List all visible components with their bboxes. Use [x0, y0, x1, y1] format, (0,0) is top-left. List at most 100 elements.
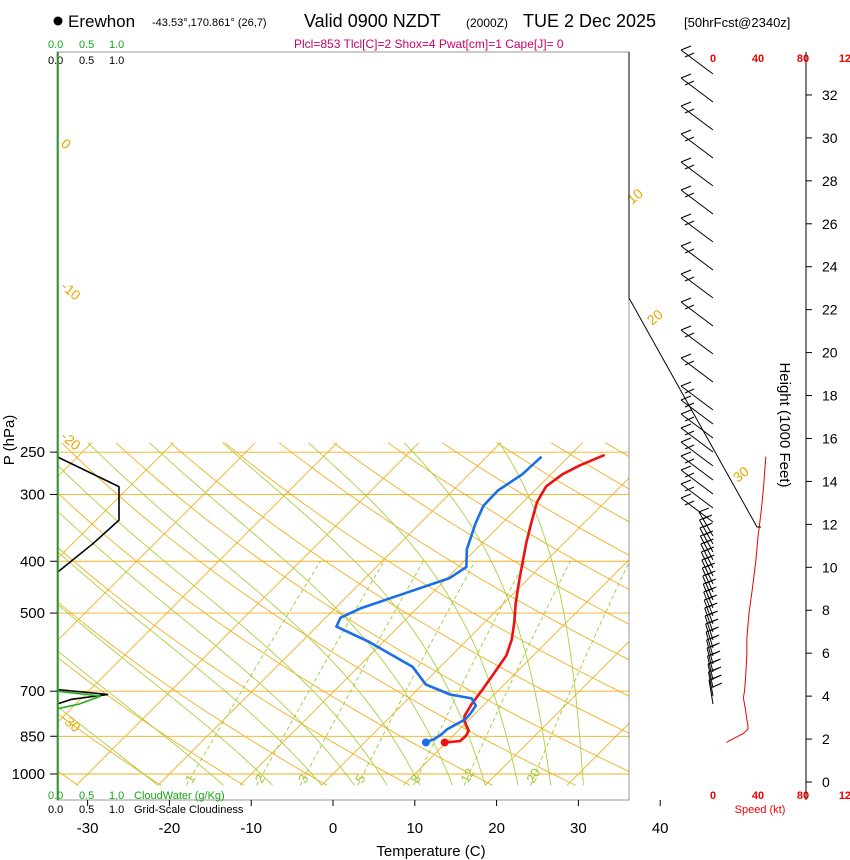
- barb-shaft: [680, 469, 714, 495]
- barb-shaft: [680, 399, 714, 425]
- dry-adiabat: [333, 442, 629, 625]
- dry-adiabat: [61, 442, 576, 786]
- wind-barb: [680, 157, 714, 187]
- temperature-axis: -30 -20 -10 0 10 20 30 40: [77, 800, 669, 837]
- moist-adiabat: [57, 603, 273, 786]
- height-tick-label: 12: [822, 516, 838, 532]
- barb-shaft: [705, 631, 714, 657]
- barb-flag: [680, 157, 692, 163]
- height-tick-label: 24: [822, 259, 838, 275]
- barb-flag: [684, 486, 695, 492]
- plot-frame: [56, 51, 630, 801]
- height-tick-label: 20: [822, 345, 838, 361]
- barb-flag: [684, 332, 695, 338]
- barb-shaft: [680, 483, 714, 509]
- moist-adiabat: [87, 442, 421, 786]
- barb-flag: [704, 603, 715, 609]
- barb-shaft: [708, 679, 714, 705]
- x-axis-label: Temperature (C): [376, 843, 485, 860]
- barb-flag: [699, 515, 710, 521]
- barb-shaft: [700, 551, 714, 577]
- moist-adiabat: [222, 442, 486, 786]
- pressure-tick-label: 500: [20, 605, 45, 622]
- isotherm-label: 0: [58, 135, 74, 152]
- barb-flag: [708, 675, 720, 681]
- location-name: Erewhon: [68, 12, 135, 31]
- pressure-axis: 250 300 400 500 700 850 1000: [12, 444, 57, 783]
- cloudiness-scale-tick: 1.0: [109, 55, 124, 67]
- barb-flag: [684, 458, 695, 464]
- speed-tick-label: 0: [710, 790, 716, 802]
- wind-barb: [680, 409, 714, 439]
- cloudiness-scale-tick: 0.5: [79, 804, 94, 816]
- wind-speed-profile: [726, 456, 767, 743]
- temperature-tick-label: 20: [488, 820, 505, 837]
- dewpoint-line: [335, 455, 543, 744]
- dry-adiabat: [278, 442, 629, 661]
- dry-adiabat: [57, 546, 411, 786]
- barb-flag: [680, 241, 692, 247]
- isotherm: [57, 442, 256, 642]
- barb-flag: [680, 465, 692, 471]
- pressure-tick-label: 400: [20, 553, 45, 570]
- height-axis-label: Height (1000 Feet): [776, 362, 793, 487]
- barb-flag: [699, 523, 711, 529]
- utc-time: (2000Z): [466, 16, 508, 30]
- barb-flag: [700, 531, 711, 537]
- height-tick-label: 14: [822, 473, 838, 489]
- isotherm: [75, 442, 420, 786]
- barb-shaft: [680, 497, 714, 523]
- isotherm: [239, 442, 583, 786]
- temperature-line: [444, 453, 606, 744]
- temperature-tick-label: 40: [652, 820, 669, 837]
- wind-barb: [708, 675, 723, 705]
- wind-barb: [680, 73, 714, 103]
- barb-shaft: [680, 77, 714, 103]
- cloudwater-scale-tick: 1.0: [109, 39, 124, 51]
- barb-shaft: [680, 427, 714, 453]
- barb-shaft: [680, 329, 714, 355]
- mixing-ratio-line: [185, 561, 321, 786]
- isotherm-label: -20: [58, 428, 84, 453]
- barb-flag: [684, 80, 695, 86]
- speed-axis: 0408012004080120: [710, 53, 850, 802]
- wind-barb: [680, 395, 714, 425]
- valid-time: Valid 0900 NZDT: [304, 11, 441, 31]
- barb-flag: [680, 185, 692, 191]
- barb-flag: [708, 667, 719, 673]
- barb-flag: [680, 213, 692, 219]
- barb-shaft: [705, 623, 714, 649]
- barb-shaft: [680, 357, 714, 383]
- barb-shaft: [701, 567, 714, 593]
- barb-shaft: [680, 217, 714, 243]
- temperature-tick-label: -20: [159, 820, 181, 837]
- barb-flag: [703, 579, 714, 585]
- barb-shaft: [703, 591, 714, 617]
- moist-adiabat: [307, 442, 519, 786]
- surface-temperature-marker: [440, 738, 449, 747]
- barb-flag: [707, 659, 719, 665]
- barb-flag: [680, 45, 692, 51]
- moist-adiabat: [149, 442, 454, 786]
- isotherm: [566, 722, 629, 786]
- dry-adiabat: [442, 442, 629, 556]
- wind-barb: [680, 185, 714, 215]
- barb-flag: [700, 539, 712, 545]
- barb-shaft: [680, 385, 714, 411]
- temperature-tick-label: -30: [77, 820, 99, 837]
- pressure-tick-label: 300: [20, 486, 45, 503]
- height-tick-label: 6: [822, 645, 830, 661]
- isotherm: [649, 443, 850, 786]
- barb-shaft: [708, 671, 714, 697]
- barb-shaft: [702, 575, 714, 601]
- wind-barb: [680, 479, 714, 509]
- barb-shaft: [680, 49, 714, 75]
- barb-flag: [702, 571, 713, 577]
- moist-adiabat: [403, 442, 552, 786]
- barb-shaft: [706, 639, 714, 665]
- barb-shaft: [680, 273, 714, 299]
- barb-flag: [680, 73, 692, 79]
- barb-flag: [680, 353, 692, 359]
- barb-flag: [680, 479, 692, 485]
